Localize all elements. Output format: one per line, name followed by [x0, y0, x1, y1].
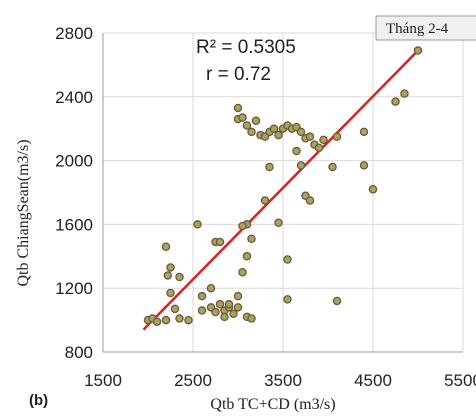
scatter-point [251, 116, 261, 125]
x-tick-label: 3500 [264, 371, 302, 390]
scatter-point [314, 143, 324, 153]
panel-label: (b) [29, 392, 48, 409]
month-label: Tháng 2-4 [386, 21, 449, 37]
x-tick-labels: 1500 2500 3500 4500 5500 [84, 371, 476, 390]
scatter-point [242, 121, 252, 130]
scatter-point [274, 130, 283, 140]
scatter-point [247, 234, 256, 244]
scatter-point [206, 283, 216, 293]
scatter-point [247, 314, 256, 323]
scatter-point [238, 113, 247, 122]
scatter-point [233, 291, 243, 301]
scatter-point [161, 315, 171, 325]
scatter-points [143, 46, 423, 326]
x-tick-label: 1500 [84, 371, 122, 390]
correlation-annotation: r = 0.72 [206, 64, 271, 85]
scatter-point [193, 220, 202, 229]
axes [102, 33, 463, 353]
scatter-point [163, 271, 173, 280]
scatter-point [260, 196, 270, 205]
y-tick-labels: 800 1200 1600 2000 2400 2800 [55, 24, 93, 362]
scatter-point [152, 317, 162, 326]
scatter-point [332, 296, 342, 306]
scatter-point [359, 127, 369, 137]
grid-lines [102, 32, 464, 353]
trendline [142, 49, 419, 331]
scatter-point [283, 255, 292, 264]
scatter-point [166, 288, 175, 298]
scatter-point [328, 162, 337, 172]
scatter-point [265, 162, 274, 172]
scatter-point [233, 103, 243, 113]
scatter-point [319, 135, 328, 145]
scatter-point [220, 312, 229, 322]
scatter-point [368, 185, 378, 194]
scatter-point [166, 263, 175, 272]
scatter-point [242, 252, 252, 261]
scatter-point [175, 314, 184, 323]
x-tick-label: 5500 [444, 371, 476, 390]
scatter-point [175, 272, 184, 282]
scatter-point [391, 97, 400, 106]
scatter-point [233, 303, 243, 312]
x-tick-label: 4500 [354, 371, 392, 390]
scatter-point [305, 132, 315, 141]
y-tick-label: 2400 [55, 88, 93, 107]
scatter-point [197, 291, 207, 301]
scatter-point [359, 161, 369, 170]
y-tick-label: 1600 [55, 215, 93, 234]
scatter-point [296, 127, 306, 137]
scatter-point [161, 242, 171, 251]
scatter-point [211, 307, 220, 317]
scatter-point [197, 306, 207, 315]
scatter-point [400, 89, 409, 98]
y-tick-label: 2800 [55, 24, 93, 43]
scatter-point [215, 299, 225, 309]
scatter-point [215, 237, 225, 247]
scatter-point [296, 161, 306, 170]
scatter-point [283, 295, 292, 304]
y-axis-title: Qtb ChiangSean(m3/s) [15, 139, 32, 286]
y-tick-label: 1200 [55, 279, 93, 298]
scatter-point [229, 309, 238, 318]
trendline-layer [142, 49, 419, 331]
x-axis-title: Qtb TC+CD (m3/s) [210, 396, 335, 413]
r-squared-annotation: R² = 0.5305 [196, 37, 296, 58]
scatter-point [184, 315, 193, 325]
y-tick-label: 800 [65, 343, 93, 362]
scatter-point [224, 299, 234, 309]
scatter-point [238, 221, 247, 231]
scatter-point [305, 196, 315, 205]
scatter-point [292, 146, 301, 156]
scatter-point [413, 46, 423, 55]
x-tick-label: 2500 [174, 371, 212, 390]
y-tick-label: 2000 [55, 152, 93, 171]
scatter-point [170, 304, 180, 314]
scatter-point [247, 127, 256, 137]
month-label-box: Tháng 2-4 [375, 15, 476, 41]
scatter-point [274, 218, 283, 228]
scatter-point [238, 267, 247, 277]
scatter-point [332, 132, 342, 141]
scatter-point [269, 124, 279, 133]
